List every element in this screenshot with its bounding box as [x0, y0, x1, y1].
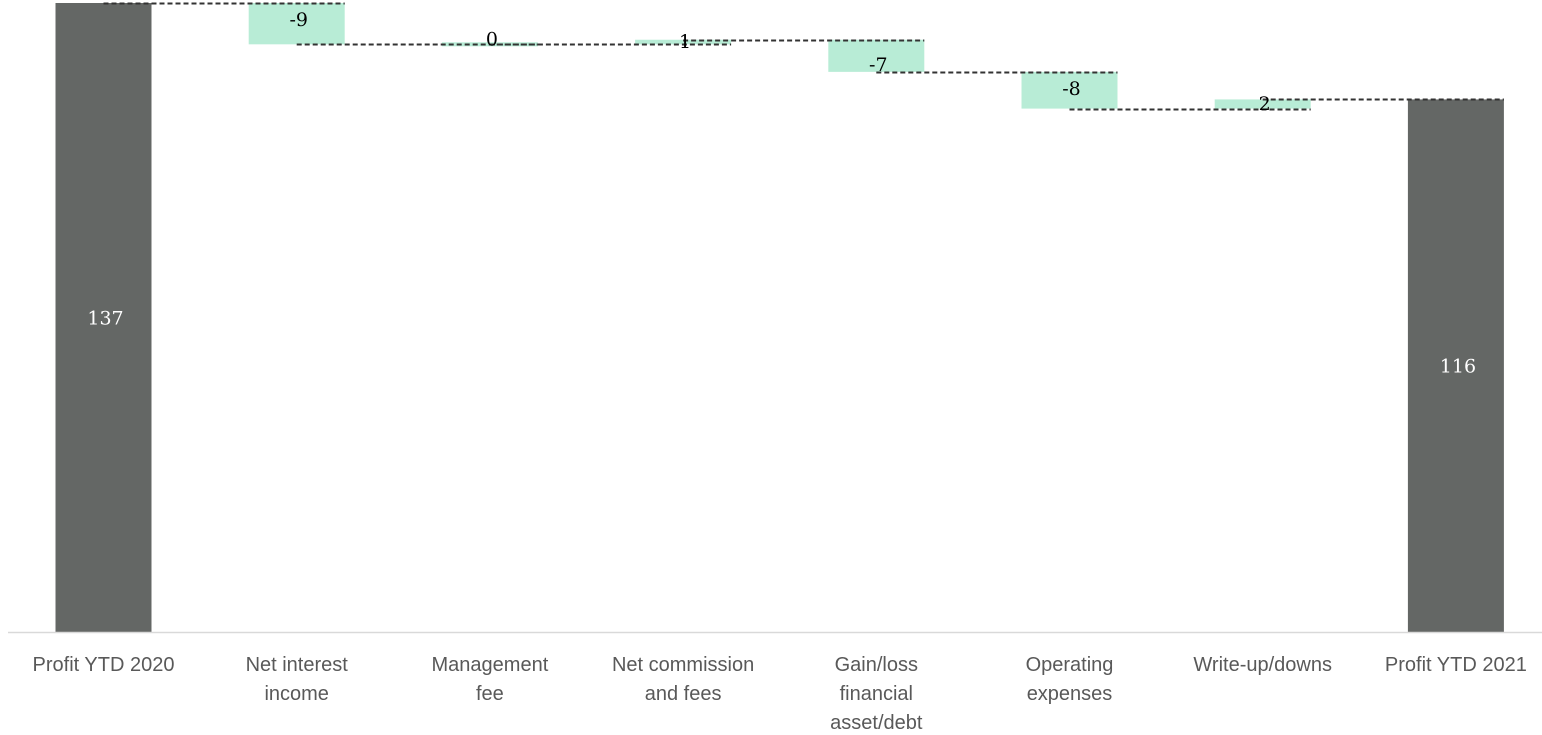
connectors-group [103, 2, 1504, 111]
bars-group [55, 3, 1504, 632]
data-label: -8 [1062, 78, 1081, 100]
data-label: 0 [486, 28, 498, 50]
category-label-line: Management [432, 654, 549, 676]
data-label: 2 [1259, 93, 1271, 115]
category-label: Net commission and fees [612, 654, 754, 705]
category-label-line: Profit YTD 2020 [33, 654, 175, 676]
category-label-line: fee [476, 683, 504, 705]
category-label-line: Net commission [612, 654, 754, 676]
category-label: Management fee [432, 654, 549, 705]
data-label: 137 [87, 308, 123, 330]
category-label: Write-up/downs [1193, 654, 1332, 676]
category-label-line: Operating [1026, 654, 1114, 676]
category-label: Net interest income [246, 654, 349, 705]
category-label: Gain/loss financial asset/debt [830, 654, 923, 734]
data-label: -7 [869, 54, 888, 76]
category-label-line: income [264, 683, 328, 705]
delta-bar [1214, 99, 1311, 109]
delta-bar [1021, 71, 1118, 109]
data-label: 116 [1440, 356, 1476, 378]
delta-bar [248, 3, 345, 45]
total-bar [55, 3, 152, 632]
category-label: Profit YTD 2020 [33, 654, 175, 676]
category-label-line: Net interest [246, 654, 349, 676]
category-label-line: Gain/loss [835, 654, 918, 676]
category-label-line: and fees [645, 683, 722, 705]
value-labels-group: 137 -9 0 1 -7 -8 2 116 [87, 9, 1476, 378]
category-label-line: expenses [1027, 683, 1113, 705]
delta-bar [828, 39, 925, 72]
category-label-line: Write-up/downs [1193, 654, 1332, 676]
data-label: 1 [679, 31, 691, 53]
delta-bar [635, 39, 732, 45]
total-bar [1407, 99, 1504, 632]
category-labels-group: Profit YTD 2020 Net interest income Managem… [33, 654, 1527, 734]
category-label: Profit YTD 2021 [1385, 654, 1527, 676]
data-label: -9 [289, 9, 308, 31]
category-label: Operating expenses [1026, 654, 1114, 705]
category-label-line: Profit YTD 2021 [1385, 654, 1527, 676]
category-label-line: financial [840, 683, 913, 705]
category-label-line: asset/debt [830, 712, 923, 734]
